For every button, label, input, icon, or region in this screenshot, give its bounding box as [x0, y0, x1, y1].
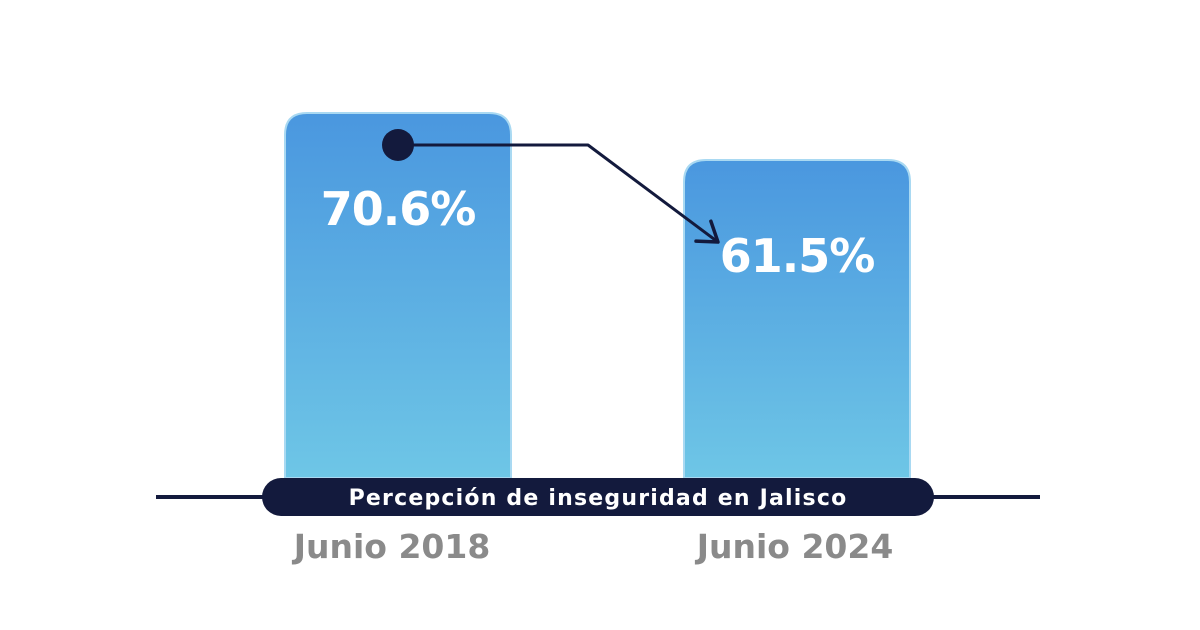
bar-junio-2018 — [284, 111, 512, 479]
bar-value-label: 61.5% — [720, 229, 875, 283]
bars-layer — [284, 111, 911, 479]
category-label: Junio 2024 — [695, 527, 894, 566]
trend-arrowhead-icon — [694, 219, 720, 244]
trend-start-dot — [382, 128, 414, 161]
annotation-layer — [382, 128, 720, 244]
chart-title: Percepción de inseguridad en Jalisco — [349, 486, 848, 511]
title-pill — [262, 478, 934, 516]
axis-layer: Percepción de inseguridad en Jalisco — [156, 478, 1040, 516]
bar-value-label: 70.6% — [321, 182, 476, 236]
trend-arrow-line — [398, 143, 719, 244]
category-label: Junio 2018 — [292, 527, 491, 566]
labels-layer: 70.6% 61.5% Junio 2018 Junio 2024 — [292, 182, 894, 566]
bar-junio-2024 — [683, 159, 911, 479]
